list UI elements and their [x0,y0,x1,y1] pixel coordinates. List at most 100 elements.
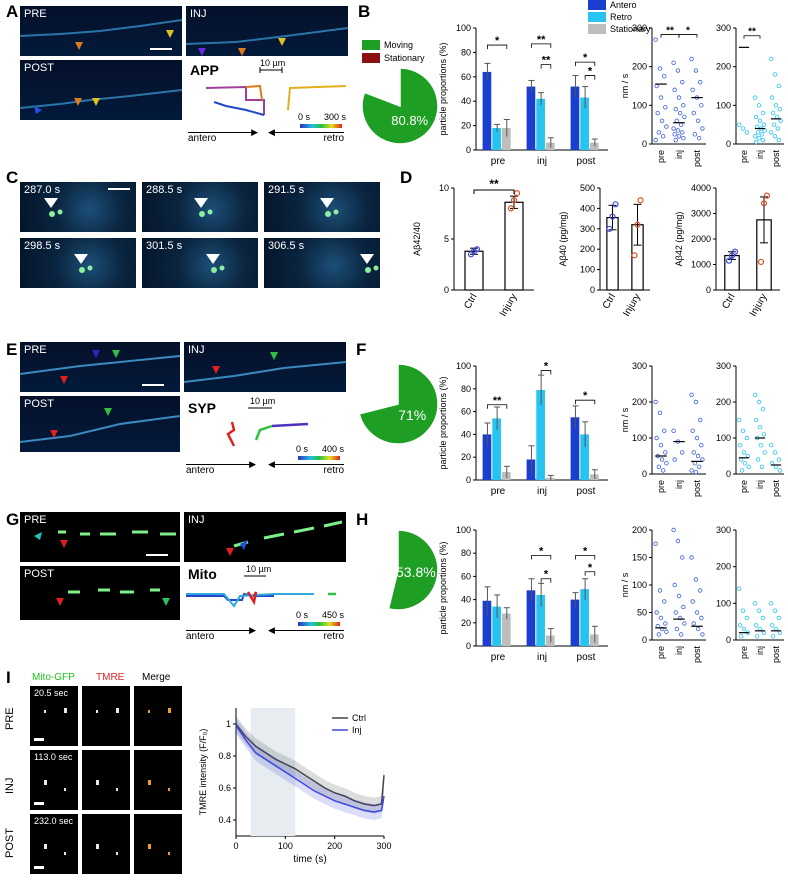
channel-tmre: TMRE [96,672,125,683]
data-point [753,95,758,100]
significance-bracket [743,35,761,39]
x-tick-label: pre [491,486,506,497]
antero-label: antero [186,631,215,642]
data-point [737,122,742,127]
y-tick-label: 100 [716,433,731,443]
legend-retro: Retro [588,12,632,22]
data-point [761,122,767,127]
y-tick-label: 100 [632,433,647,443]
data-point [770,110,776,116]
bar [570,599,580,646]
significance-mark: * [583,546,588,558]
significance-bracket [487,44,508,50]
bar [536,389,545,480]
scale-10um: 10 µm [250,396,276,406]
y-tick-label: 0 [444,285,449,295]
panel-letter-f: F [356,340,367,359]
data-point [693,68,699,73]
chart-d-ratio: 0 5 10 Aβ42/40 Ctrl Injury ** [412,178,534,319]
data-point [694,610,700,615]
data-point [754,634,760,639]
y-tick-label: 0 [642,139,647,149]
direction-retro-g: ◀ retro [268,625,344,642]
data-point [659,626,665,632]
frame-time: 113.0 sec [34,752,73,762]
data-point [770,634,776,639]
pie-label-moving: 80.8% [391,113,428,128]
bar [501,128,511,150]
data-point [692,132,698,137]
scale-10um: 10 µm [246,564,272,574]
frame-time: 291.5 s [268,184,305,196]
pie-slice-moving [387,529,439,611]
bar [501,472,511,480]
bar [580,589,589,646]
y-tick-label: 80 [461,548,471,558]
micrograph-frame: 287.0 s [20,182,136,232]
pie-label-stationary: 19.2% [377,85,400,94]
x-tick-label: pre [491,652,506,663]
data-point [725,257,733,264]
data-point [775,126,781,131]
kymograph-app: APP 10 µm 0 s 300 s [186,58,348,130]
significance-bracket [540,578,552,583]
bar [492,606,501,646]
x-tick-label: post [577,486,596,497]
bar [580,97,589,150]
data-point [653,399,658,405]
micrograph-app-post: POST [20,60,182,120]
data-point [678,632,684,637]
micrograph-mito-tmre [134,814,182,874]
data-point [693,469,699,475]
panel-letter-c: C [6,168,19,187]
chart-i-line: 0.4 0.6 0.8 1 TMRE intensity (F/F₀) 0 100 200 30… [198,708,392,865]
direction-antero-g: ▶ antero [186,625,256,642]
data-point [693,399,699,405]
retro-label: retro [323,631,344,642]
data-point [760,200,768,207]
data-point [680,79,685,85]
bar [492,128,501,150]
y-tick-label: 50 [637,608,647,618]
x-axis-label: time (s) [293,854,326,865]
panel-letter-d: D [400,168,413,187]
micrograph-mito-tmre [134,686,182,746]
y-tick-label: 200 [632,525,647,535]
data-point [673,137,678,143]
bar [570,417,580,480]
channel-mito-gfp: Mito-GFP [32,672,75,683]
bar [501,613,511,646]
y-tick-label: 0 [466,475,471,485]
x-tick-label: post [577,156,596,167]
significance-bracket [575,399,596,405]
panel-letter-b: B [358,2,371,21]
data-point [753,623,759,628]
data-point [757,118,763,123]
micrograph-frame: 301.5 s [142,238,258,288]
data-point [774,114,780,120]
data-point [663,450,668,455]
data-point [695,118,701,123]
data-point [663,621,668,626]
x-tick-label: Ctrl [462,292,479,311]
y-axis-label: nm / s [620,572,630,597]
label-inj: INJ [188,514,205,526]
data-point [760,407,766,412]
data-point [737,417,742,423]
y-tick-label: 2000 [691,234,711,244]
label-pre: PRE [24,8,47,20]
data-point [773,103,779,108]
pie-label-moving: 53.8% [396,564,436,580]
data-point [776,457,782,462]
significance-mark: ** [493,395,502,407]
data-point [691,621,696,626]
x-tick-label: Injury [748,292,770,319]
y-tick-label: 40 [461,96,471,106]
retro-label: retro [323,133,344,144]
data-point [699,442,704,448]
data-point [676,134,682,139]
data-point [769,95,775,100]
data-point [746,464,751,469]
data-point [654,435,659,441]
arrowhead-white [360,254,374,264]
